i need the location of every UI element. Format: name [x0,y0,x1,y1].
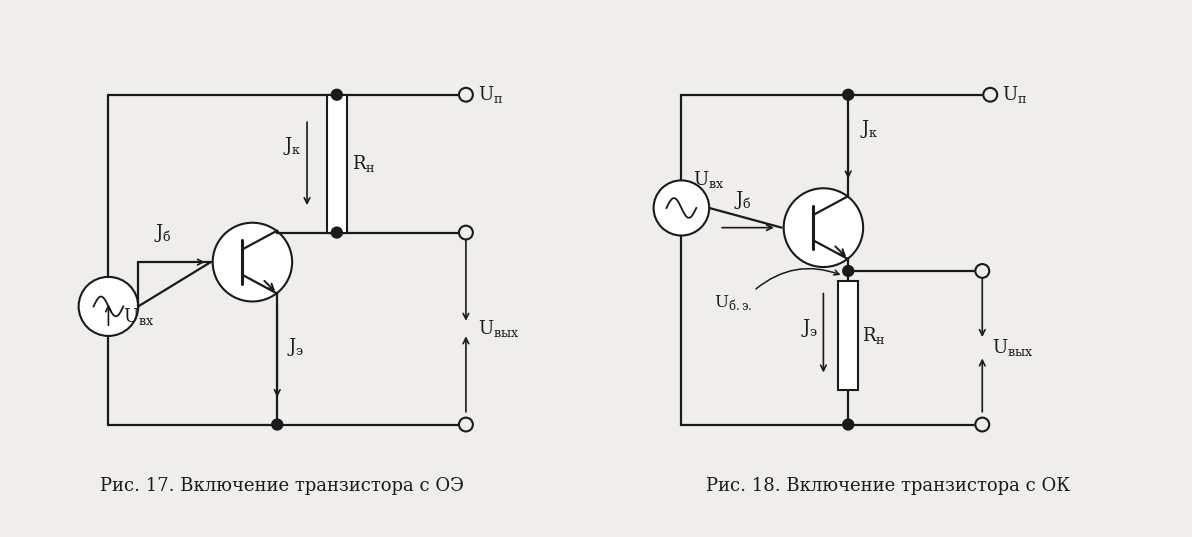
Text: Рис. 17. Включение транзистора с ОЭ: Рис. 17. Включение транзистора с ОЭ [100,476,464,495]
Circle shape [843,419,853,430]
Circle shape [975,418,989,431]
Circle shape [212,223,292,301]
Text: R$_\mathregular{н}$: R$_\mathregular{н}$ [862,325,886,346]
Text: J$_\mathregular{э}$: J$_\mathregular{э}$ [287,336,304,358]
Circle shape [272,419,283,430]
Text: J$_\mathregular{э}$: J$_\mathregular{э}$ [801,317,819,339]
Text: J$_\mathregular{б}$: J$_\mathregular{б}$ [734,189,752,211]
Circle shape [459,418,473,431]
Circle shape [843,266,853,277]
Circle shape [975,264,989,278]
Circle shape [983,88,998,101]
Circle shape [843,89,853,100]
Text: Рис. 18. Включение транзистора с ОК: Рис. 18. Включение транзистора с ОК [706,476,1070,495]
Circle shape [783,188,863,267]
Text: U$_\mathregular{вых}$: U$_\mathregular{вых}$ [992,337,1033,358]
Text: J$_\mathregular{к}$: J$_\mathregular{к}$ [861,118,879,140]
Text: U$_\mathregular{п}$: U$_\mathregular{п}$ [1002,84,1028,105]
Text: U$_\mathregular{п}$: U$_\mathregular{п}$ [478,84,503,105]
Circle shape [653,180,709,236]
Text: J$_\mathregular{б}$: J$_\mathregular{б}$ [154,222,172,244]
Circle shape [459,88,473,101]
Text: J$_\mathregular{к}$: J$_\mathregular{к}$ [284,135,302,157]
Text: U$_\mathregular{вх}$: U$_\mathregular{вх}$ [123,306,155,326]
Circle shape [331,227,342,238]
Text: U$_\mathregular{б.э.}$: U$_\mathregular{б.э.}$ [714,293,752,311]
Circle shape [331,89,342,100]
Text: U$_\mathregular{вх}$: U$_\mathregular{вх}$ [694,169,725,190]
Text: R$_\mathregular{н}$: R$_\mathregular{н}$ [352,153,375,174]
Bar [838,281,858,390]
Bar [327,95,347,233]
Text: U$_\mathregular{вых}$: U$_\mathregular{вых}$ [478,318,520,339]
Circle shape [459,226,473,240]
Circle shape [79,277,138,336]
